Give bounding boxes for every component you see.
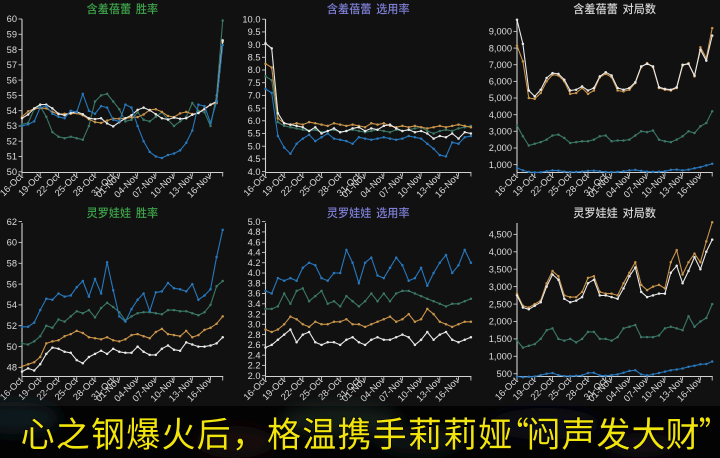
svg-text:2.2: 2.2 [248,361,261,371]
svg-text:3,500: 3,500 [489,264,512,274]
svg-text:52: 52 [7,136,17,146]
svg-text:9,000: 9,000 [489,27,512,37]
svg-text:7,000: 7,000 [489,60,512,70]
svg-text:2.6: 2.6 [248,340,261,350]
svg-text:4,500: 4,500 [489,230,512,240]
svg-text:2,500: 2,500 [489,299,512,309]
svg-text:4.4: 4.4 [248,248,261,258]
svg-text:50: 50 [7,342,17,352]
svg-text:6,000: 6,000 [489,77,512,87]
svg-text:8,000: 8,000 [489,43,512,53]
svg-text:9.0: 9.0 [248,40,261,50]
svg-text:2,000: 2,000 [489,317,512,327]
svg-text:56: 56 [7,75,17,85]
svg-text:55: 55 [7,91,17,101]
svg-text:7.5: 7.5 [248,78,261,88]
svg-text:1,000: 1,000 [489,352,512,362]
svg-text:3.6: 3.6 [248,289,261,299]
svg-text:54: 54 [7,300,17,310]
svg-text:54: 54 [7,106,17,116]
svg-text:60: 60 [7,14,17,24]
svg-text:1,500: 1,500 [489,334,512,344]
svg-text:5.0: 5.0 [248,217,261,227]
svg-text:56: 56 [7,279,17,289]
svg-text:4.0: 4.0 [248,167,261,177]
svg-text:6.0: 6.0 [248,116,261,126]
svg-text:3.8: 3.8 [248,278,261,288]
svg-text:58: 58 [7,45,17,55]
svg-text:53: 53 [7,121,17,131]
svg-text:9.5: 9.5 [248,27,261,37]
svg-text:50: 50 [7,167,17,177]
svg-text:57: 57 [7,60,17,70]
svg-text:3,000: 3,000 [489,127,512,137]
svg-text:5,000: 5,000 [489,93,512,103]
svg-text:60: 60 [7,238,17,248]
svg-text:2.4: 2.4 [248,350,261,360]
svg-text:58: 58 [7,259,17,269]
svg-text:4,000: 4,000 [489,247,512,257]
svg-text:4.8: 4.8 [248,227,261,237]
svg-text:52: 52 [7,321,17,331]
svg-text:4,000: 4,000 [489,110,512,120]
svg-text:59: 59 [7,30,17,40]
svg-text:3.2: 3.2 [248,309,261,319]
svg-text:62: 62 [7,217,17,227]
svg-text:7.0: 7.0 [248,91,261,101]
svg-text:4.0: 4.0 [248,268,261,278]
svg-text:4.2: 4.2 [248,258,261,268]
svg-text:2.8: 2.8 [248,330,261,340]
svg-text:8.0: 8.0 [248,65,261,75]
svg-text:51: 51 [7,152,17,162]
svg-text:5.5: 5.5 [248,129,261,139]
svg-text:1,000: 1,000 [489,160,512,170]
svg-text:4.6: 4.6 [248,237,261,247]
svg-text:8.5: 8.5 [248,53,261,63]
svg-text:10.0: 10.0 [242,14,260,24]
svg-text:500: 500 [496,369,512,379]
svg-text:2.0: 2.0 [248,371,261,381]
svg-text:3.0: 3.0 [248,320,261,330]
svg-text:4.5: 4.5 [248,154,261,164]
svg-text:2,000: 2,000 [489,143,512,153]
svg-text:3.4: 3.4 [248,299,261,309]
svg-text:5.0: 5.0 [248,141,261,151]
svg-text:3,000: 3,000 [489,282,512,292]
svg-text:6.5: 6.5 [248,103,261,113]
svg-text:48: 48 [7,363,17,373]
